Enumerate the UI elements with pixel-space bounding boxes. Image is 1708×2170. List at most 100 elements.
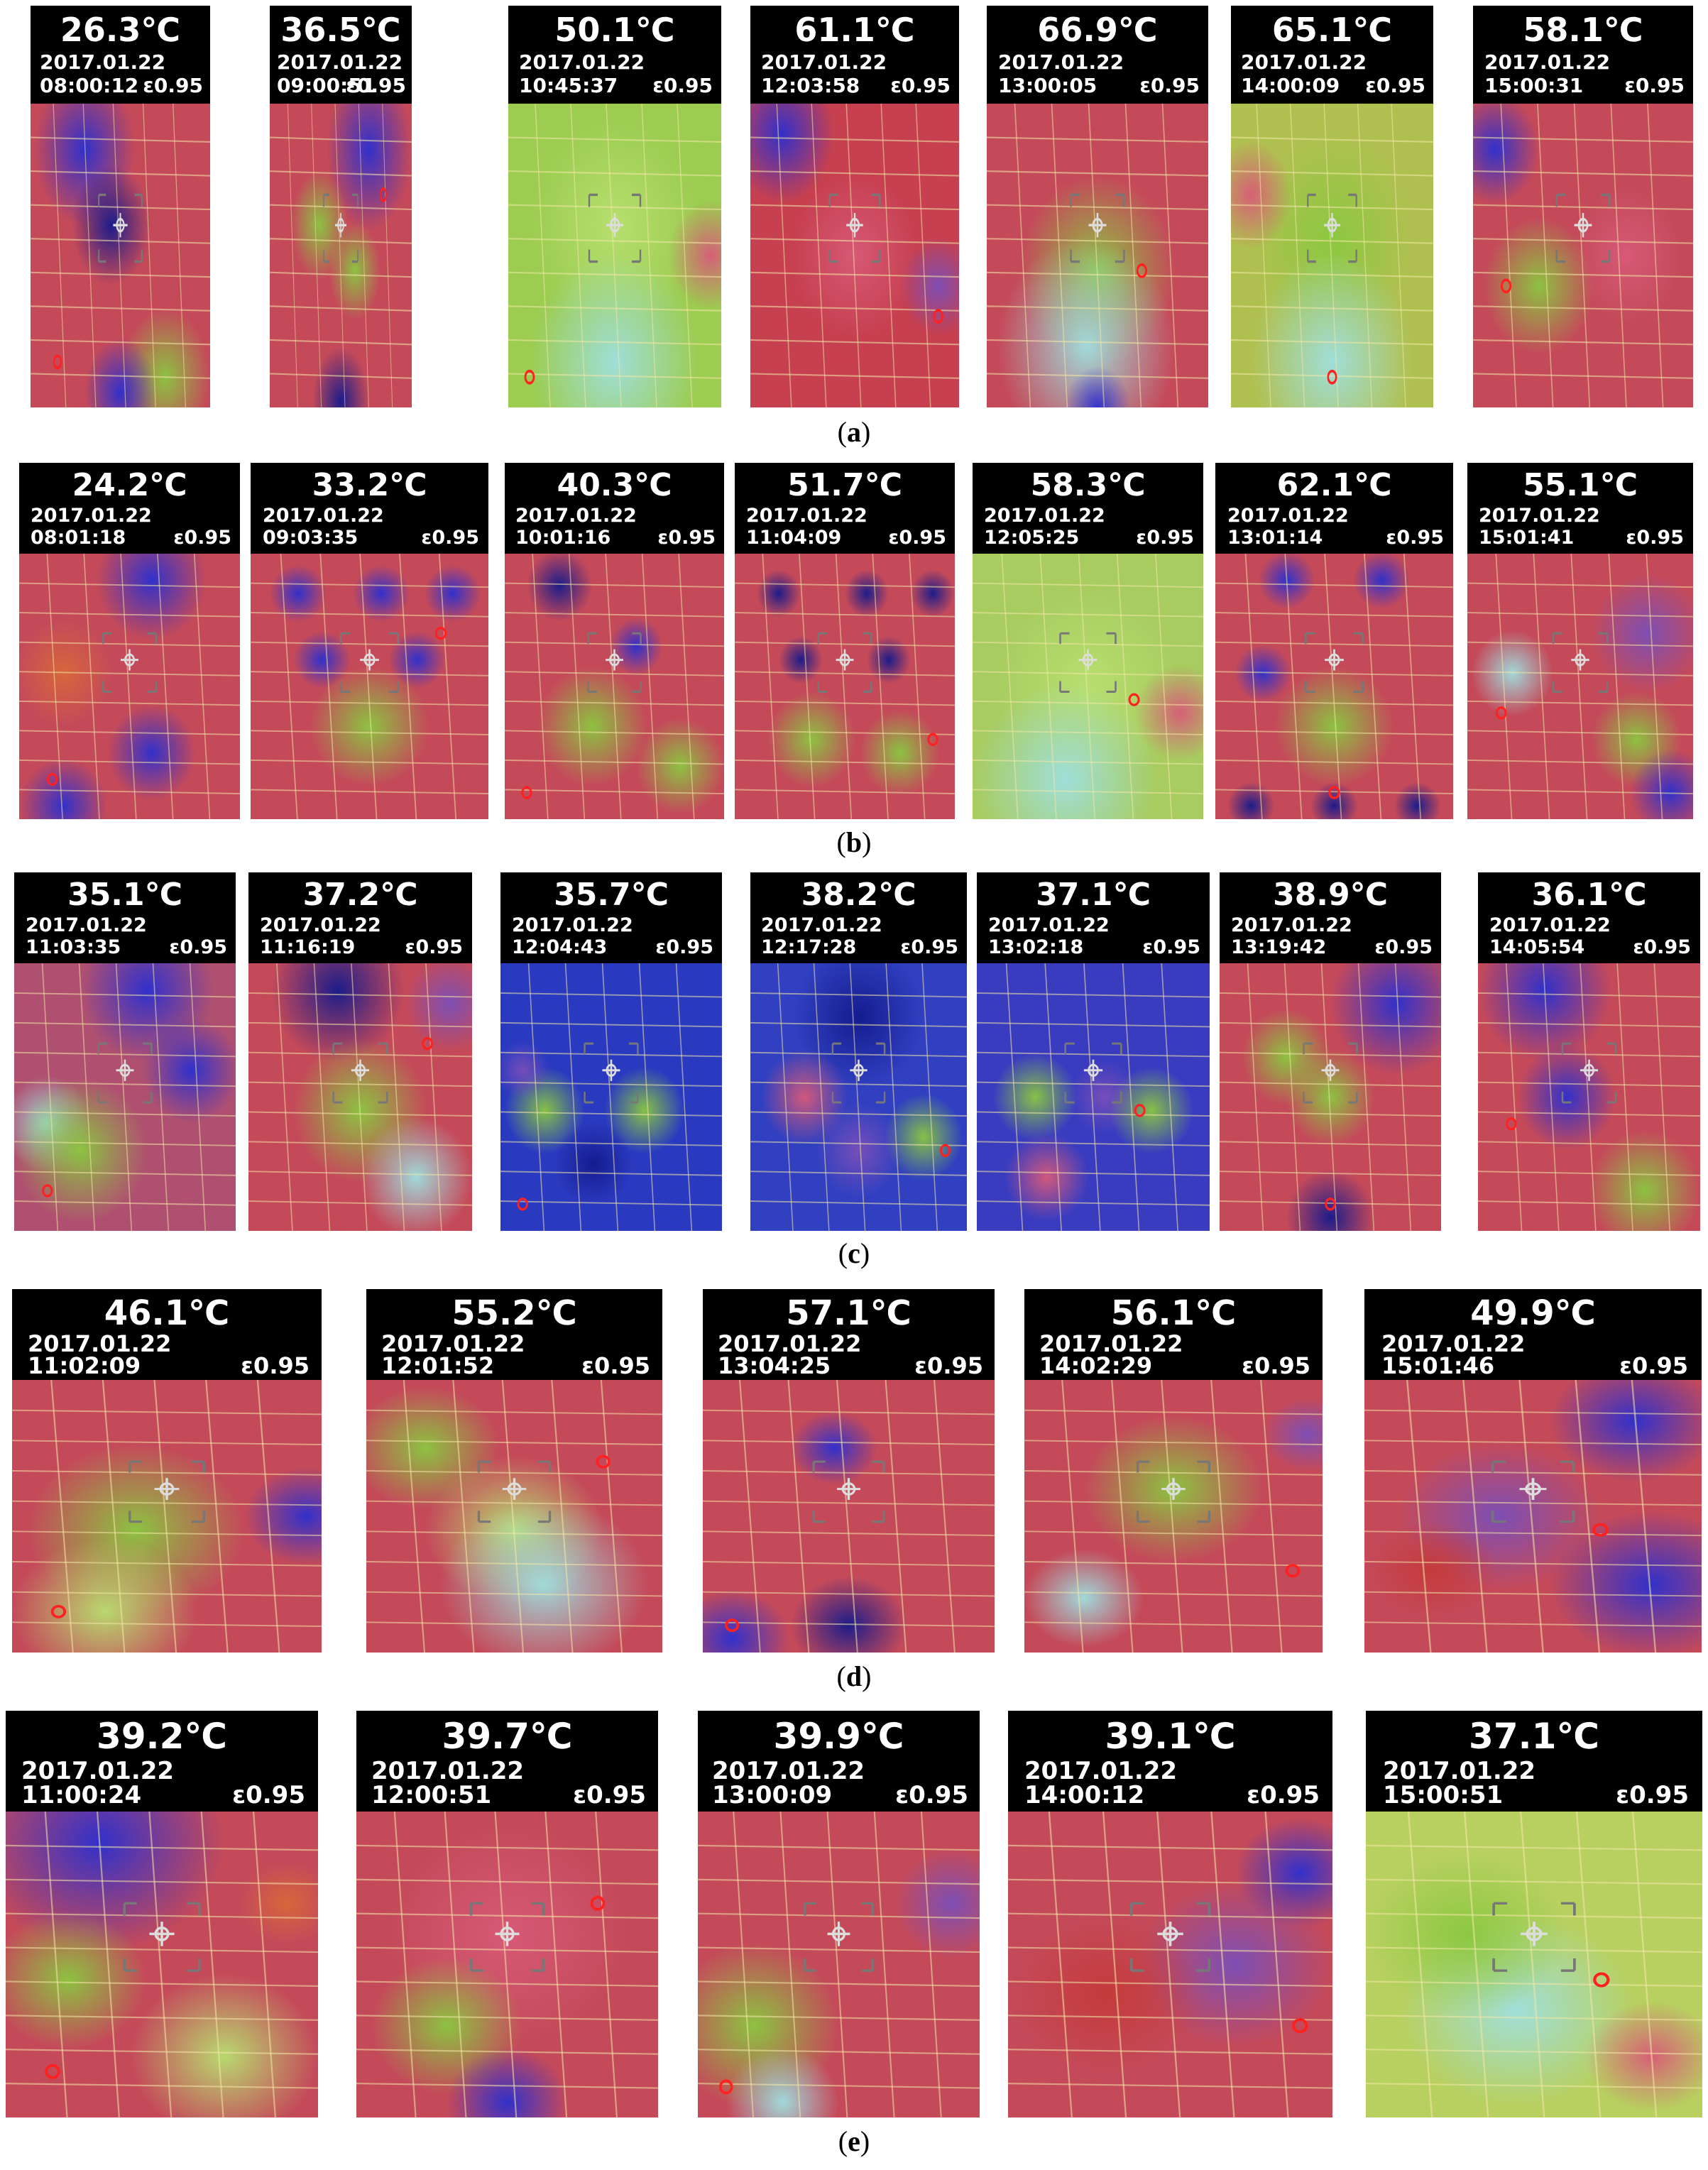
emissivity-value: ε0.95 bbox=[1242, 1352, 1310, 1379]
panel-header: 39.7℃ 2017.01.22 12:00:51 ε0.95 bbox=[356, 1711, 658, 1812]
crosshair-icon bbox=[102, 632, 158, 693]
crosshair-icon bbox=[332, 1042, 388, 1104]
thermal-image-area bbox=[1008, 1812, 1332, 2117]
temperature-reading: 62.1℃ bbox=[1276, 467, 1392, 503]
thermal-image bbox=[750, 963, 967, 1231]
temperature-reading: 56.1℃ bbox=[1110, 1293, 1237, 1333]
subfigure-letter: c bbox=[848, 1237, 860, 1269]
emissivity-value: ε0.95 bbox=[1139, 74, 1200, 97]
thermal-panel: 39.2℃ 2017.01.22 11:00:24 ε0.95 bbox=[6, 1711, 318, 2117]
hotspot-marker-icon bbox=[517, 1198, 528, 1211]
thermal-region bbox=[1629, 750, 1693, 819]
temperature-reading: 61.1℃ bbox=[794, 11, 915, 49]
crosshair-icon bbox=[1491, 1460, 1575, 1523]
capture-date: 2017.01.22 bbox=[260, 914, 381, 936]
capture-time: 15:00:51 bbox=[1383, 1781, 1504, 1809]
crosshair-icon bbox=[1059, 632, 1117, 693]
emissivity-value: ε0.95 bbox=[1386, 527, 1444, 549]
thermal-image bbox=[508, 104, 721, 407]
capture-time: 11:03:35 bbox=[26, 936, 121, 958]
thermal-region bbox=[1572, 187, 1682, 324]
thermal-image-area bbox=[270, 104, 412, 407]
hotspot-marker-icon bbox=[1506, 1117, 1517, 1131]
thermal-panel: 49.9℃ 2017.01.22 15:01:46 ε0.95 bbox=[1364, 1289, 1702, 1653]
temperature-reading: 55.2℃ bbox=[451, 1293, 577, 1333]
thermal-image-area bbox=[366, 1380, 662, 1653]
capture-date: 2017.01.22 bbox=[761, 50, 887, 74]
emissivity-value: ε0.95 bbox=[888, 527, 946, 549]
capture-time: 13:01:14 bbox=[1227, 527, 1323, 549]
thermal-region bbox=[310, 666, 429, 787]
crosshair-icon bbox=[323, 193, 358, 263]
temperature-reading: 38.2℃ bbox=[801, 877, 916, 913]
temperature-reading: 58.1℃ bbox=[1523, 11, 1643, 49]
crosshair-icon bbox=[804, 1902, 874, 1972]
thermal-image bbox=[1008, 1812, 1332, 2117]
thermal-panel: 66.9℃ 2017.01.22 13:00:05 ε0.95 bbox=[987, 6, 1208, 407]
solar-panel-grid bbox=[735, 554, 955, 819]
subfigure-letter: e bbox=[848, 2125, 860, 2157]
solar-panel-grid bbox=[1008, 1812, 1332, 2117]
panel-header: 37.1℃ 2017.01.22 15:00:51 ε0.95 bbox=[1366, 1711, 1702, 1812]
capture-date: 2017.01.22 bbox=[984, 505, 1105, 527]
solar-panel-grid bbox=[356, 1812, 658, 2117]
thermal-image bbox=[1024, 1380, 1323, 1653]
capture-time: 14:00:12 bbox=[1024, 1781, 1145, 1809]
thermal-panel: 38.2℃ 2017.01.22 12:17:28 ε0.95 bbox=[750, 872, 967, 1231]
capture-date: 2017.01.22 bbox=[519, 50, 645, 74]
capture-time: 13:00:05 bbox=[998, 74, 1097, 97]
hotspot-marker-icon bbox=[1285, 1564, 1301, 1578]
hotspot-marker-icon bbox=[521, 786, 532, 799]
solar-panel-grid bbox=[505, 554, 724, 819]
hotspot-marker-icon bbox=[422, 1036, 433, 1051]
thermal-region bbox=[14, 1078, 148, 1223]
temperature-reading: 51.7℃ bbox=[787, 467, 902, 503]
thermal-panel: 39.1℃ 2017.01.22 14:00:12 ε0.95 bbox=[1008, 1711, 1332, 2117]
thermal-region bbox=[329, 221, 381, 320]
solar-panel-grid bbox=[14, 963, 236, 1231]
crosshair-icon bbox=[477, 1460, 552, 1523]
thermal-region bbox=[526, 554, 593, 622]
capture-time: 10:45:37 bbox=[519, 74, 618, 97]
thermal-region bbox=[757, 569, 801, 618]
thermal-region bbox=[1550, 1511, 1702, 1653]
panel-header: 26.3℃ 2017.01.22 08:00:12 ε0.95 bbox=[31, 6, 210, 104]
thermal-region bbox=[270, 963, 405, 1063]
hotspot-marker-icon bbox=[1327, 369, 1337, 385]
capture-time: 12:17:28 bbox=[761, 936, 857, 958]
thermal-image-area bbox=[1478, 963, 1700, 1231]
hotspot-marker-icon bbox=[42, 1184, 53, 1198]
thermal-region bbox=[405, 963, 472, 1052]
capture-date: 2017.01.22 bbox=[31, 505, 152, 527]
thermal-region bbox=[1274, 666, 1394, 787]
crosshair-icon bbox=[469, 1902, 545, 1972]
panel-header: 57.1℃ 2017.01.22 13:04:25 ε0.95 bbox=[703, 1289, 995, 1380]
hotspot-marker-icon bbox=[1128, 693, 1140, 706]
thermal-region bbox=[1234, 644, 1292, 702]
temperature-reading: 39.9℃ bbox=[773, 1716, 904, 1757]
subfigure-caption: (d) bbox=[836, 1660, 872, 1692]
capture-time: 09:03:35 bbox=[263, 527, 358, 549]
thermal-image bbox=[270, 104, 412, 407]
subfigure-caption: (b) bbox=[836, 826, 872, 858]
thermal-image bbox=[248, 963, 472, 1231]
thermal-image-area bbox=[6, 1812, 318, 2117]
panel-header: 39.9℃ 2017.01.22 13:00:09 ε0.95 bbox=[698, 1711, 980, 1812]
crosshair-icon bbox=[1304, 632, 1364, 693]
thermal-region bbox=[1330, 963, 1441, 1076]
temperature-reading: 36.1℃ bbox=[1531, 877, 1647, 913]
temperature-reading: 50.1℃ bbox=[554, 11, 675, 49]
capture-date: 2017.01.22 bbox=[712, 1757, 865, 1785]
crosshair-icon bbox=[1064, 1042, 1122, 1104]
emissivity-value: ε0.95 bbox=[1247, 1781, 1320, 1809]
thermal-image-area bbox=[505, 554, 724, 819]
thermal-image-area bbox=[698, 1812, 980, 2117]
hotspot-marker-icon bbox=[524, 369, 535, 385]
thermal-region bbox=[1478, 963, 1611, 1063]
thermal-region bbox=[767, 691, 856, 788]
thermal-image bbox=[251, 554, 488, 819]
thermal-panel: 33.2℃ 2017.01.22 09:03:35 ε0.95 bbox=[251, 463, 488, 819]
emissivity-value: ε0.95 bbox=[1619, 1352, 1688, 1379]
solar-panel-grid bbox=[1473, 104, 1693, 407]
hotspot-marker-icon bbox=[718, 2079, 733, 2095]
